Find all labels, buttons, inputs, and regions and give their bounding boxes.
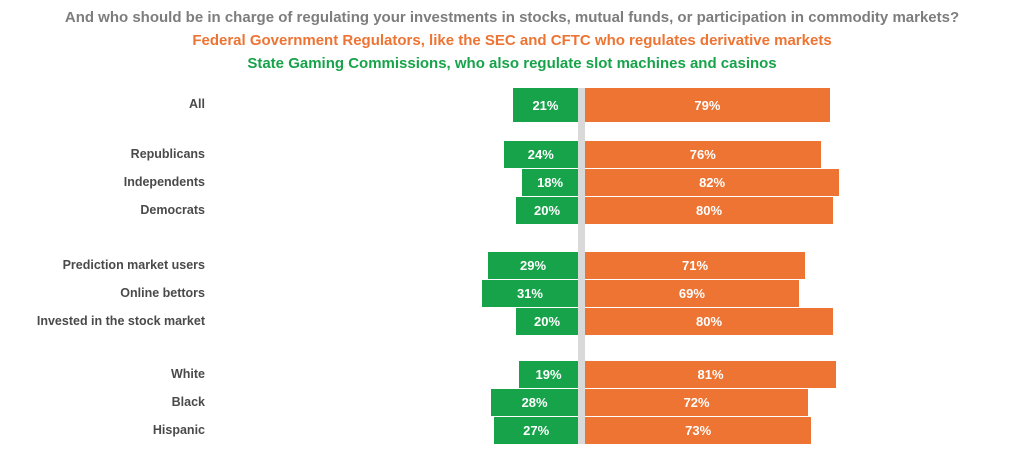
green-bar: 24% bbox=[503, 141, 578, 168]
green-bar: 19% bbox=[519, 361, 578, 388]
category-label: Online bettors bbox=[120, 285, 205, 300]
category-label: Republicans bbox=[130, 146, 205, 161]
green-bar-value: 27% bbox=[523, 423, 550, 438]
orange-bar-value: 80% bbox=[695, 314, 723, 329]
orange-bar-value: 71% bbox=[682, 258, 709, 273]
orange-bar: 80% bbox=[585, 197, 833, 224]
green-bar-value: 18% bbox=[537, 175, 564, 190]
green-bar: 28% bbox=[491, 389, 578, 416]
orange-bar: 71% bbox=[585, 252, 806, 279]
green-bar: 18% bbox=[522, 169, 578, 196]
orange-bar: 76% bbox=[585, 141, 821, 168]
category-label: All bbox=[189, 97, 205, 112]
green-bar-value: 19% bbox=[535, 367, 562, 382]
orange-bar-value: 73% bbox=[685, 423, 712, 438]
green-bar: 29% bbox=[488, 252, 578, 279]
green-bar: 21% bbox=[512, 88, 578, 122]
orange-bar-value: 81% bbox=[697, 367, 724, 382]
chart-row-black: Black 28% 72% bbox=[0, 389, 1024, 416]
green-bar-value: 20% bbox=[533, 314, 561, 329]
green-bar: 27% bbox=[494, 417, 578, 444]
green-bar-value: 24% bbox=[527, 147, 554, 162]
chart-row-white: White 19% 81% bbox=[0, 361, 1024, 388]
chart-row-republicans: Republicans 24% 76% bbox=[0, 141, 1024, 168]
chart-row-democrats: Democrats 20% 80% bbox=[0, 197, 1024, 224]
orange-bar: 79% bbox=[585, 88, 830, 122]
category-label: Black bbox=[171, 394, 205, 409]
green-bar: 31% bbox=[481, 280, 578, 307]
chart-row-prediction-market-users: Prediction market users 29% 71% bbox=[0, 252, 1024, 279]
legend-federal-regulators: Federal Government Regulators, like the … bbox=[192, 32, 832, 49]
category-label: Invested in the stock market bbox=[36, 313, 205, 328]
orange-bar-value: 72% bbox=[683, 395, 710, 410]
category-label: Democrats bbox=[140, 202, 205, 217]
orange-bar-value: 76% bbox=[689, 147, 716, 162]
chart-row-independents: Independents 18% 82% bbox=[0, 169, 1024, 196]
orange-bar: 73% bbox=[585, 417, 812, 444]
green-bar-value: 21% bbox=[532, 97, 559, 113]
chart-row-invested-in-stock-market: Invested in the stock market 20% 80% bbox=[0, 308, 1024, 335]
green-bar-value: 29% bbox=[520, 258, 547, 273]
chart-header: And who should be in charge of regulatin… bbox=[0, 6, 1024, 75]
orange-bar: 72% bbox=[585, 389, 809, 416]
green-bar-value: 31% bbox=[516, 286, 543, 301]
chart-row-online-bettors: Online bettors 31% 69% bbox=[0, 280, 1024, 307]
orange-bar: 81% bbox=[585, 361, 837, 388]
category-label: Hispanic bbox=[152, 422, 205, 437]
orange-bar: 69% bbox=[585, 280, 799, 307]
green-bar: 20% bbox=[516, 308, 578, 335]
chart-row-hispanic: Hispanic 27% 73% bbox=[0, 417, 1024, 444]
chart-row-all: All 21% 79% bbox=[0, 88, 1024, 122]
orange-bar: 82% bbox=[585, 169, 840, 196]
chart-title: And who should be in charge of regulatin… bbox=[64, 9, 960, 26]
orange-bar-value: 79% bbox=[694, 97, 721, 113]
orange-bar: 80% bbox=[585, 308, 833, 335]
green-bar-value: 20% bbox=[533, 203, 561, 218]
orange-bar-value: 82% bbox=[699, 175, 726, 190]
legend-state-gaming-commissions: State Gaming Commissions, who also regul… bbox=[247, 55, 777, 72]
green-bar: 20% bbox=[516, 197, 578, 224]
orange-bar-value: 80% bbox=[695, 203, 723, 218]
center-divider bbox=[578, 88, 585, 444]
orange-bar-value: 69% bbox=[678, 286, 705, 301]
category-label: Prediction market users bbox=[62, 257, 205, 272]
category-label: White bbox=[170, 366, 205, 381]
category-label: Independents bbox=[123, 174, 205, 189]
green-bar-value: 28% bbox=[521, 395, 548, 410]
